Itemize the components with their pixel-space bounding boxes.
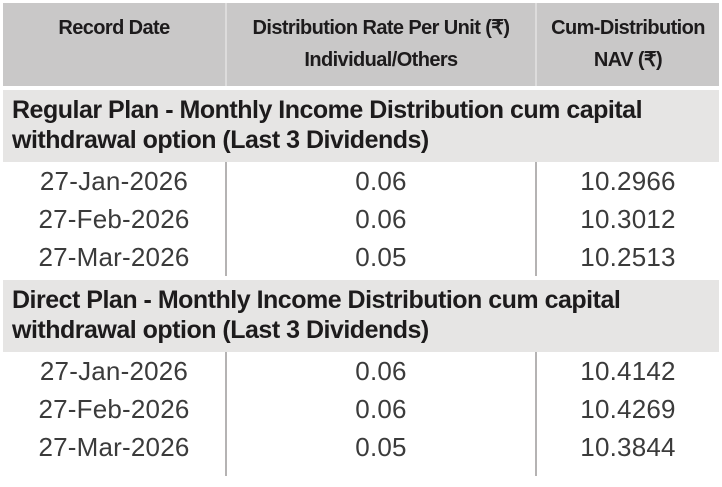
record-date-cell: 27-Feb-2026 bbox=[3, 200, 225, 238]
column-header-distribution-rate: Distribution Rate Per Unit (₹) Individua… bbox=[225, 3, 535, 86]
divider-tail bbox=[3, 466, 225, 476]
nav-cell: 10.3012 bbox=[535, 200, 719, 238]
nav-cell: 10.2966 bbox=[535, 162, 719, 200]
nav-cell: 10.3844 bbox=[535, 428, 719, 466]
rate-cell: 0.06 bbox=[225, 200, 535, 238]
column-header-distribution-rate-line1: Distribution Rate Per Unit (₹) bbox=[252, 17, 511, 39]
rate-cell: 0.06 bbox=[225, 162, 535, 200]
direct-plan-rows: 27-Jan-2026 0.06 10.4142 27-Feb-2026 0.0… bbox=[3, 352, 719, 476]
column-header-cum-distribution-line1: Cum-Distribution bbox=[551, 17, 705, 39]
record-date-cell: 27-Mar-2026 bbox=[3, 428, 225, 466]
section-title-direct-plan: Direct Plan - Monthly Income Distributio… bbox=[3, 280, 719, 352]
rate-cell: 0.05 bbox=[225, 238, 535, 276]
nav-cell: 10.2513 bbox=[535, 238, 719, 276]
divider-tail bbox=[225, 466, 535, 476]
column-header-distribution-rate-line2: Individual/Others bbox=[304, 49, 458, 71]
rate-cell: 0.06 bbox=[225, 390, 535, 428]
nav-cell: 10.4269 bbox=[535, 390, 719, 428]
section-title-regular-plan: Regular Plan - Monthly Income Distributi… bbox=[3, 90, 719, 162]
nav-cell: 10.4142 bbox=[535, 352, 719, 390]
column-header-record-date-label: Record Date bbox=[58, 17, 170, 39]
record-date-cell: 27-Jan-2026 bbox=[3, 352, 225, 390]
record-date-cell: 27-Jan-2026 bbox=[3, 162, 225, 200]
column-header-record-date: Record Date bbox=[3, 3, 225, 86]
record-date-cell: 27-Feb-2026 bbox=[3, 390, 225, 428]
divider-tail bbox=[535, 466, 719, 476]
dividend-history-table: Record Date Distribution Rate Per Unit (… bbox=[3, 3, 719, 476]
column-header-cum-distribution-nav: Cum-Distribution NAV (₹) bbox=[535, 3, 719, 86]
column-header-cum-distribution-line2: NAV (₹) bbox=[593, 49, 663, 71]
table-header-row: Record Date Distribution Rate Per Unit (… bbox=[3, 3, 719, 86]
rate-cell: 0.05 bbox=[225, 428, 535, 466]
record-date-cell: 27-Mar-2026 bbox=[3, 238, 225, 276]
regular-plan-rows: 27-Jan-2026 0.06 10.2966 27-Feb-2026 0.0… bbox=[3, 162, 719, 276]
rate-cell: 0.06 bbox=[225, 352, 535, 390]
